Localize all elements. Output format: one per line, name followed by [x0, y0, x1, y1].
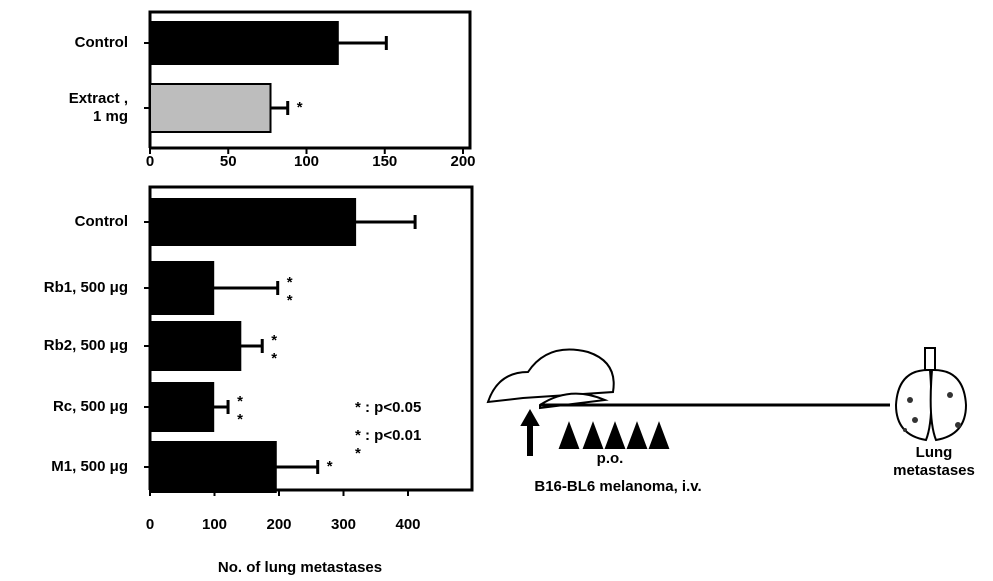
bar	[149, 83, 272, 133]
x-tick-label: 50	[220, 153, 237, 170]
x-tick-label: 200	[266, 516, 291, 533]
bar	[149, 21, 339, 65]
significance: * *	[271, 332, 277, 367]
x-axis-title: No. of lung metastases	[218, 559, 382, 576]
significance: *	[297, 99, 303, 116]
significance: * *	[237, 393, 243, 428]
category-label: M1, 500 μg	[51, 458, 128, 475]
bar	[149, 382, 215, 432]
mouse-diagram	[486, 347, 968, 456]
injection-label: B16-BL6 melanoma, i.v.	[534, 478, 701, 495]
x-tick-label: 0	[146, 153, 154, 170]
x-tick-label: 100	[202, 516, 227, 533]
bar	[149, 321, 242, 371]
bar	[149, 261, 215, 315]
category-label: Extract , 1 mg	[69, 90, 128, 125]
x-tick-label: 300	[331, 516, 356, 533]
category-label: Control	[75, 213, 128, 230]
legend-note: * : p<0.05	[355, 399, 421, 416]
category-label: Rb2, 500 μg	[44, 337, 128, 354]
x-tick-label: 150	[372, 153, 397, 170]
category-label: Rc, 500 μg	[53, 398, 128, 415]
x-tick-label: 200	[450, 153, 475, 170]
dosing-label: p.o.	[597, 450, 624, 467]
x-tick-label: 0	[146, 516, 154, 533]
category-label: Rb1, 500 μg	[44, 279, 128, 296]
bar	[149, 198, 357, 246]
significance: * *	[287, 274, 293, 309]
x-tick-label: 100	[294, 153, 319, 170]
significance: *	[327, 458, 333, 475]
x-tick-label: 400	[395, 516, 420, 533]
bar	[149, 441, 277, 493]
outcome-label: Lung metastases	[893, 444, 975, 479]
legend-note: * : p<0.01 *	[355, 427, 421, 462]
category-label: Control	[75, 34, 128, 51]
